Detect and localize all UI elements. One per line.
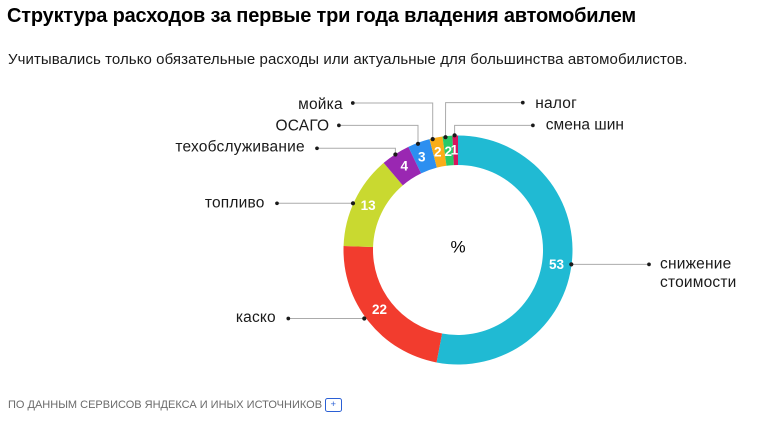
svg-text:2: 2: [434, 144, 442, 159]
svg-text:ОСАГО: ОСАГО: [275, 118, 329, 135]
svg-text:налог: налог: [535, 95, 577, 112]
svg-text:топливо: топливо: [205, 195, 265, 212]
svg-text:2: 2: [444, 144, 452, 159]
svg-text:мойка: мойка: [298, 96, 343, 113]
svg-text:каско: каско: [236, 309, 276, 326]
svg-text:3: 3: [418, 149, 426, 164]
svg-text:стоимости: стоимости: [660, 274, 737, 291]
svg-text:техобслуживание: техобслуживание: [175, 139, 304, 156]
svg-text:22: 22: [372, 302, 387, 317]
svg-text:53: 53: [549, 257, 565, 272]
svg-text:смена шин: смена шин: [546, 117, 624, 134]
svg-text:%: %: [450, 238, 465, 257]
svg-text:4: 4: [401, 158, 409, 173]
svg-text:13: 13: [361, 198, 377, 213]
svg-text:снижение: снижение: [660, 255, 731, 272]
svg-text:1: 1: [451, 142, 459, 157]
